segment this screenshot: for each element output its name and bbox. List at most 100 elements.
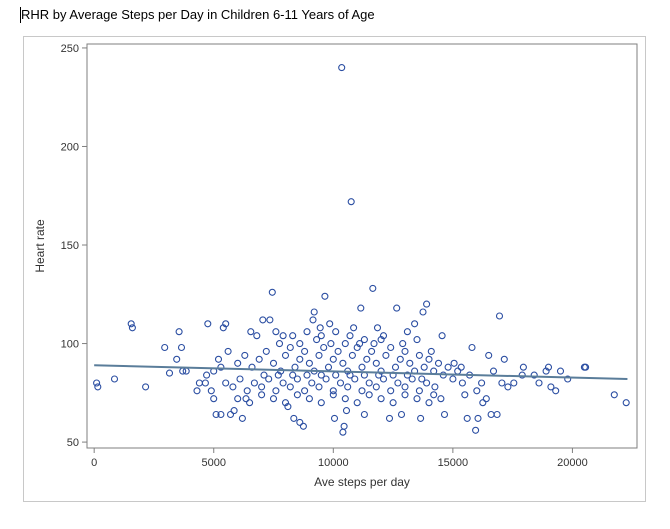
data-point — [423, 379, 431, 387]
data-point — [286, 383, 294, 391]
document-title: RHR by Average Steps per Day in Children… — [21, 7, 375, 22]
data-point — [110, 375, 119, 383]
data-point — [177, 343, 186, 352]
data-point — [423, 300, 431, 308]
data-point — [316, 324, 324, 332]
data-point — [552, 387, 560, 395]
data-point — [289, 332, 297, 340]
data-point — [457, 363, 465, 371]
data-point — [207, 387, 215, 395]
x-tick-label: 5000 — [201, 457, 225, 469]
data-point — [226, 410, 235, 419]
data-point — [339, 428, 347, 436]
data-point — [330, 414, 339, 422]
data-point — [293, 375, 301, 383]
y-tick-label: 100 — [61, 339, 79, 351]
data-point — [547, 383, 555, 391]
data-point — [391, 363, 400, 371]
data-point — [363, 355, 371, 363]
data-point — [317, 371, 325, 379]
data-point — [356, 340, 364, 348]
data-point — [241, 351, 249, 359]
data-point — [610, 391, 618, 399]
data-point — [454, 367, 462, 375]
data-point — [310, 308, 318, 316]
data-point — [217, 410, 225, 419]
data-point — [468, 343, 476, 352]
data-point — [365, 379, 373, 387]
data-point — [535, 379, 543, 387]
x-tick-label: 0 — [91, 457, 97, 469]
data-point — [255, 355, 263, 363]
data-point — [327, 340, 335, 348]
data-point — [161, 343, 169, 352]
data-point — [396, 355, 404, 363]
data-point — [479, 399, 487, 407]
data-point — [394, 379, 402, 387]
data-point — [326, 320, 334, 328]
data-point — [403, 328, 411, 336]
data-point — [351, 375, 359, 383]
data-point — [274, 371, 282, 379]
data-point — [406, 359, 414, 367]
data-point — [397, 410, 406, 419]
data-point — [173, 355, 181, 363]
data-point — [142, 383, 150, 391]
data-point — [437, 395, 445, 403]
data-point — [290, 414, 298, 422]
data-point — [434, 359, 443, 367]
data-point — [350, 324, 358, 332]
data-point — [418, 375, 426, 383]
data-point — [370, 340, 378, 348]
data-point — [246, 399, 254, 407]
data-point — [556, 367, 565, 375]
data-point — [401, 391, 409, 399]
data-point — [564, 375, 572, 383]
data-point — [203, 371, 211, 379]
data-point — [247, 328, 255, 336]
data-point — [260, 371, 268, 379]
data-point — [329, 387, 337, 395]
data-point — [420, 363, 428, 371]
data-point — [334, 347, 342, 355]
data-point — [382, 351, 390, 359]
data-point — [373, 324, 382, 332]
data-point — [266, 316, 274, 324]
y-tick-label: 250 — [61, 43, 79, 55]
data-point — [498, 379, 506, 387]
data-point — [393, 304, 401, 312]
data-point — [518, 371, 526, 379]
data-point — [275, 340, 284, 348]
data-point — [224, 347, 232, 355]
data-point — [377, 395, 385, 403]
data-point — [342, 407, 351, 415]
data-point — [495, 312, 504, 320]
x-tick-label: 20000 — [557, 457, 588, 469]
data-point — [165, 369, 174, 377]
y-tick-label: 200 — [61, 141, 79, 153]
data-point — [309, 316, 317, 324]
data-point — [279, 379, 287, 387]
data-point — [234, 395, 242, 403]
data-point — [415, 351, 423, 359]
data-point — [279, 332, 287, 340]
data-point — [238, 414, 246, 422]
data-point — [408, 375, 416, 383]
data-point — [415, 387, 423, 395]
data-point — [269, 359, 278, 367]
data-point — [253, 332, 261, 340]
text-cursor — [20, 7, 21, 23]
data-point — [458, 379, 466, 387]
data-point — [385, 414, 394, 422]
data-point — [250, 379, 258, 387]
data-point — [293, 391, 301, 399]
data-point — [346, 332, 354, 340]
data-point — [341, 395, 349, 403]
plot-area-frame — [86, 43, 638, 449]
data-point — [461, 391, 469, 399]
data-point — [417, 414, 425, 422]
data-point — [268, 288, 276, 296]
data-point — [438, 332, 446, 340]
data-point — [622, 399, 630, 407]
data-point — [212, 410, 220, 419]
